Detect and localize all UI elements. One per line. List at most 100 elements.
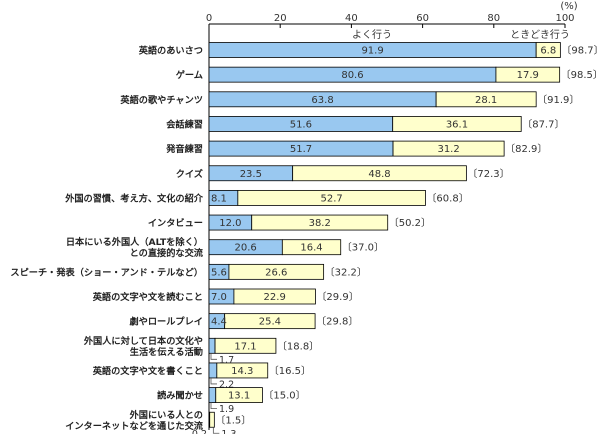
- value-sometimes-15: 1.3: [221, 429, 236, 434]
- value-sometimes-9: 26.6: [265, 267, 287, 278]
- category-label-11: 劇やロールプレイ: [130, 316, 204, 328]
- bar-sometimes-11: [224, 313, 316, 330]
- leader-often-12: [210, 353, 217, 360]
- labels-layer: 英語のあいさつ 91.9 6.8 〔98.7〕ゲーム 80.6 17.9 〔98.5〕英語の…: [10, 45, 599, 434]
- category-label-12-line2: 生活を伝える活動: [130, 346, 203, 358]
- value-often-1: 80.6: [341, 70, 363, 81]
- value-often-12: 1.7: [219, 355, 234, 366]
- total-label-0: 〔98.7〕: [561, 45, 599, 57]
- bar-sometimes-4: [392, 140, 505, 157]
- value-sometimes-13: 14.3: [231, 366, 253, 377]
- total-label-5: 〔72.3〕: [467, 168, 509, 180]
- x-tick-label-0: 0: [206, 13, 212, 24]
- legend-sometimes: ときどき行う: [510, 28, 570, 41]
- value-sometimes-7: 38.2: [309, 218, 331, 229]
- total-label-6: 〔60.8〕: [426, 192, 468, 204]
- leader-sometimes-15: [212, 427, 220, 434]
- category-label-6: 外国の習慣、考え方、文化の紹介: [64, 192, 204, 204]
- bar-sometimes-13: [216, 362, 269, 379]
- category-label-8-line2: との直接的な交流: [130, 247, 204, 259]
- total-label-4: 〔82.9〕: [505, 143, 547, 155]
- value-sometimes-0: 6.8: [540, 46, 556, 57]
- legend-often: よく行う: [352, 28, 392, 41]
- bars-layer: [208, 42, 561, 428]
- bar-sometimes-10: [233, 288, 316, 305]
- value-often-2: 63.8: [311, 95, 333, 106]
- category-label-5: クイズ: [176, 168, 204, 180]
- value-sometimes-14: 13.1: [228, 391, 250, 402]
- bar-sometimes-14: [215, 387, 263, 404]
- value-often-14: 1.9: [219, 404, 234, 415]
- total-label-14: 〔15.0〕: [263, 390, 305, 402]
- total-label-9: 〔32.2〕: [325, 266, 367, 278]
- leader-often-14: [210, 402, 217, 409]
- total-label-3: 〔87.7〕: [522, 118, 564, 130]
- x-tick-label-60: 60: [416, 13, 429, 24]
- value-sometimes-12: 17.1: [234, 341, 256, 352]
- category-label-2: 英語の歌やチャンツ: [120, 94, 203, 106]
- value-often-5: 23.5: [240, 169, 262, 180]
- value-sometimes-1: 17.9: [517, 70, 539, 81]
- bar-sometimes-15: [209, 411, 215, 428]
- total-label-11: 〔29.8〕: [316, 316, 358, 328]
- value-often-11: 4.4: [211, 317, 227, 328]
- x-tick-label-100: 100: [555, 13, 574, 24]
- value-sometimes-3: 36.1: [446, 119, 468, 130]
- bar-sometimes-6: [237, 189, 426, 206]
- unit-label: (%): [560, 1, 577, 12]
- bar-sometimes-12: [214, 337, 277, 354]
- value-often-4: 51.7: [290, 144, 312, 155]
- value-often-9: 5.6: [211, 267, 227, 278]
- x-tick-label-40: 40: [345, 13, 358, 24]
- bar-sometimes-2: [435, 91, 537, 108]
- value-sometimes-10: 22.9: [264, 292, 286, 303]
- bar-sometimes-1: [495, 66, 561, 83]
- value-sometimes-11: 25.4: [259, 317, 281, 328]
- category-label-7: インタビュー: [148, 217, 203, 229]
- category-label-12-line1: 外国人に対して日本の文化や: [83, 335, 203, 347]
- bar-often-13: [208, 362, 218, 379]
- value-sometimes-2: 28.1: [475, 95, 497, 106]
- total-label-12: 〔18.8〕: [277, 340, 319, 352]
- bar-sometimes-7: [251, 214, 389, 231]
- category-label-1: ゲーム: [176, 69, 203, 81]
- value-often-7: 12.0: [219, 218, 241, 229]
- total-label-8: 〔37.0〕: [342, 242, 384, 254]
- category-label-3: 会話練習: [166, 118, 203, 130]
- category-label-10: 英語の文字や文を読むこと: [93, 291, 203, 303]
- total-label-10: 〔29.9〕: [316, 291, 358, 303]
- x-tick-label-80: 80: [487, 13, 500, 24]
- value-often-8: 20.6: [235, 243, 257, 254]
- bar-often-14: [208, 387, 217, 404]
- bar-sometimes-5: [292, 165, 467, 182]
- total-label-15: 〔1.5〕: [215, 414, 251, 426]
- value-sometimes-4: 31.2: [437, 144, 459, 155]
- bar-sometimes-3: [392, 116, 522, 132]
- total-label-13: 〔16.5〕: [269, 365, 311, 377]
- leader-often-13: [210, 377, 217, 385]
- bar-sometimes-0: [535, 42, 561, 58]
- value-often-6: 8.1: [211, 193, 227, 204]
- total-label-2: 〔91.9〕: [537, 94, 579, 106]
- category-label-9: スピーチ・発表（ショー・アンド・テルなど）: [10, 266, 203, 278]
- category-label-14: 読み聞かせ: [157, 390, 203, 402]
- x-tick-label-20: 20: [274, 13, 287, 24]
- value-often-0: 91.9: [361, 46, 383, 57]
- value-often-15: 0.2: [192, 429, 207, 434]
- total-label-1: 〔98.5〕: [561, 69, 599, 81]
- category-label-4: 発音練習: [165, 143, 203, 155]
- total-label-7: 〔50.2〕: [389, 217, 431, 229]
- value-often-10: 7.0: [211, 292, 227, 303]
- value-sometimes-6: 52.7: [321, 193, 343, 204]
- category-label-8-line1: 日本にいる外国人（ALTを除く）: [66, 236, 203, 248]
- value-often-3: 51.6: [290, 119, 312, 130]
- category-label-0: 英語のあいさつ: [139, 45, 203, 57]
- value-often-13: 2.2: [219, 379, 234, 390]
- category-label-15-line2: インターネットなどを通じた交流: [65, 420, 204, 432]
- category-label-15-line1: 外国にいる人との: [129, 409, 203, 421]
- value-sometimes-8: 16.4: [300, 243, 322, 254]
- bar-sometimes-8: [281, 239, 342, 256]
- value-sometimes-5: 48.8: [368, 169, 390, 180]
- bar-often-12: [208, 337, 216, 354]
